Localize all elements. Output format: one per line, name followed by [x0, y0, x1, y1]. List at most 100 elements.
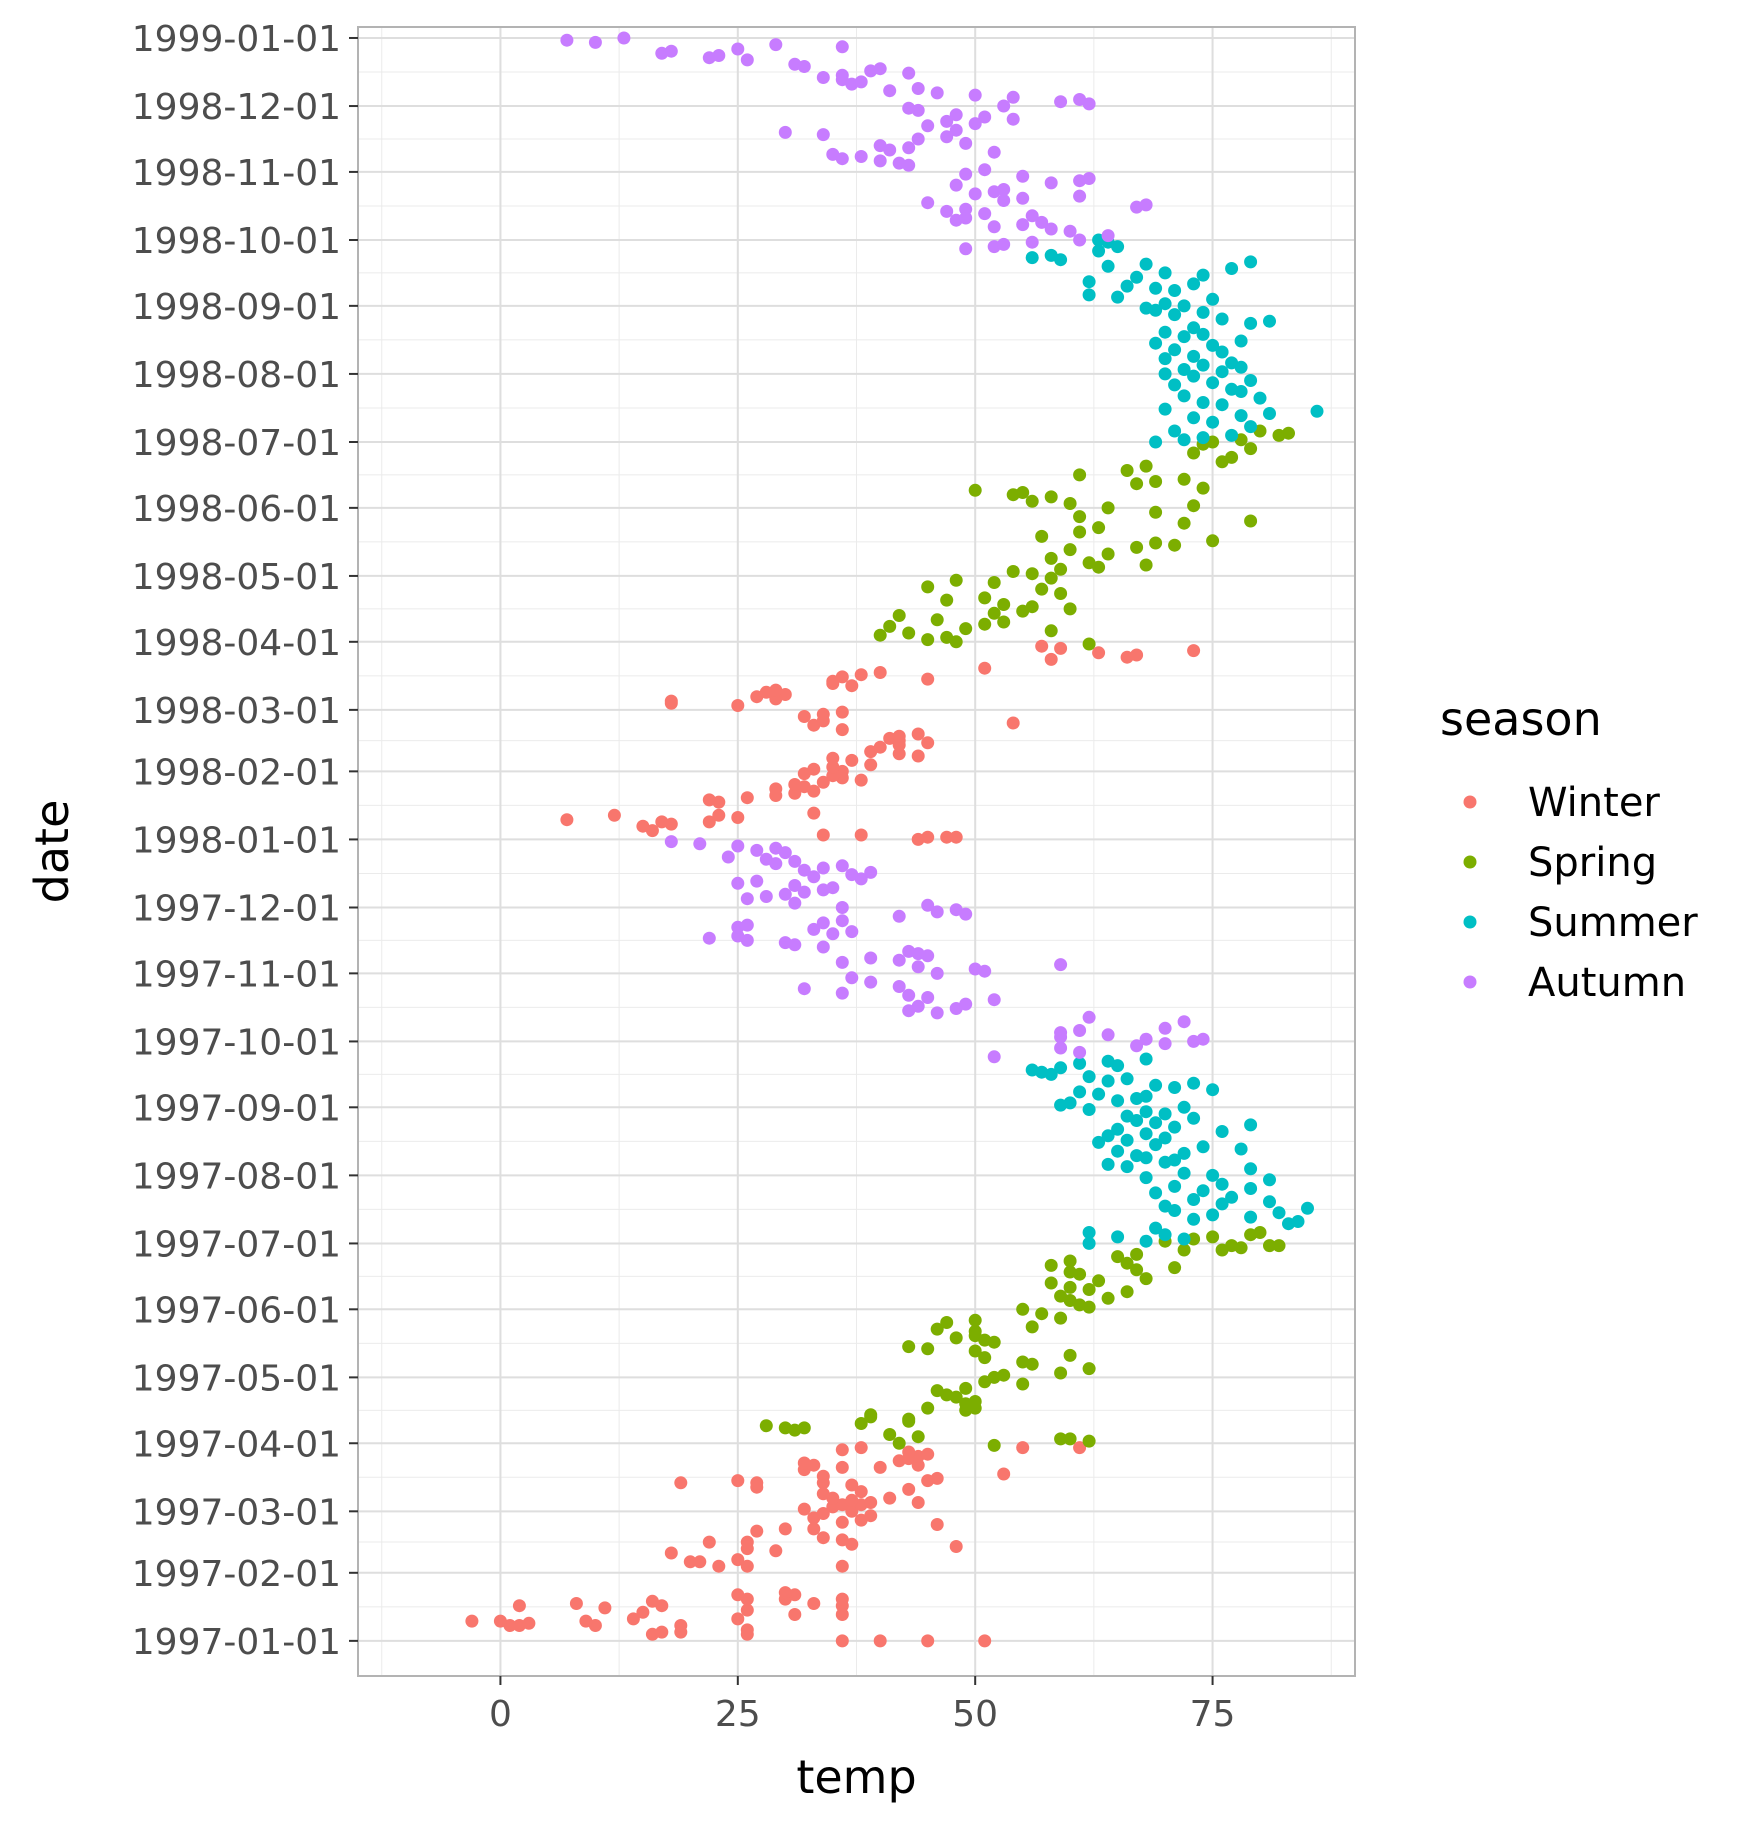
point-summer — [1149, 336, 1163, 350]
point-winter — [769, 1544, 783, 1558]
point-spring — [1130, 1247, 1144, 1261]
point-spring — [1206, 1230, 1220, 1244]
point-winter — [731, 1612, 745, 1626]
point-autumn — [750, 874, 764, 888]
point-summer — [1139, 1127, 1153, 1141]
point-spring — [1063, 602, 1077, 616]
x-axis-title: temp — [796, 1750, 916, 1804]
point-autumn — [940, 114, 954, 128]
point-summer — [1187, 1193, 1201, 1206]
legend-label-summer: Summer — [1528, 900, 1698, 946]
point-winter — [816, 707, 830, 721]
point-spring — [1272, 1239, 1286, 1253]
x-tick-label: 0 — [489, 1694, 512, 1735]
legend-label-autumn: Autumn — [1528, 960, 1686, 1006]
point-spring — [968, 483, 982, 497]
point-autumn — [816, 916, 830, 930]
point-autumn — [769, 841, 783, 855]
point-spring — [759, 1419, 773, 1433]
point-autumn — [1073, 1045, 1087, 1059]
legend-key-winter — [1463, 795, 1477, 809]
point-summer — [1092, 1087, 1106, 1101]
point-winter — [807, 1522, 821, 1536]
point-summer — [1082, 288, 1096, 302]
point-autumn — [835, 914, 849, 928]
point-spring — [1073, 525, 1087, 539]
point-spring — [1044, 571, 1058, 585]
point-spring — [1063, 1432, 1077, 1446]
point-winter — [797, 1502, 811, 1516]
point-winter — [797, 710, 811, 723]
point-summer — [1206, 292, 1220, 306]
point-spring — [1063, 543, 1077, 557]
point-summer — [1092, 1135, 1106, 1149]
point-summer — [1168, 343, 1182, 357]
point-winter — [731, 1553, 745, 1567]
point-spring — [1130, 540, 1144, 554]
point-spring — [883, 619, 897, 633]
point-spring — [1130, 1263, 1144, 1277]
point-winter — [835, 1533, 849, 1547]
point-autumn — [816, 940, 830, 954]
y-tick-label: 1998-02-01 — [132, 752, 341, 793]
point-autumn — [845, 971, 859, 985]
point-winter — [835, 1460, 849, 1474]
point-summer — [1082, 1236, 1096, 1250]
point-spring — [1082, 637, 1096, 651]
point-winter — [740, 1623, 754, 1637]
point-autumn — [911, 132, 925, 146]
point-summer — [1092, 244, 1106, 258]
point-spring — [1063, 1254, 1077, 1268]
point-summer — [1130, 1149, 1144, 1163]
point-summer — [1225, 1190, 1239, 1204]
point-spring — [778, 1421, 792, 1435]
point-winter — [493, 1614, 507, 1628]
point-summer — [1215, 398, 1229, 412]
point-summer — [1025, 1063, 1039, 1077]
point-autumn — [959, 997, 973, 1011]
point-spring — [1082, 1283, 1096, 1296]
point-spring — [1063, 1348, 1077, 1362]
point-autumn — [845, 868, 859, 882]
point-summer — [1158, 1228, 1172, 1242]
point-winter — [579, 1614, 593, 1628]
point-autumn — [959, 202, 973, 216]
point-autumn — [930, 966, 944, 980]
point-autumn — [788, 896, 802, 910]
point-spring — [1168, 1261, 1182, 1275]
point-autumn — [930, 1006, 944, 1020]
point-autumn — [987, 145, 1001, 159]
point-spring — [902, 1412, 916, 1426]
point-autumn — [854, 150, 868, 163]
y-tick-label: 1997-12-01 — [132, 888, 341, 929]
y-tick-label: 1997-01-01 — [132, 1622, 341, 1663]
point-autumn — [1082, 172, 1096, 185]
point-autumn — [892, 953, 906, 967]
point-winter — [636, 1605, 650, 1619]
point-autumn — [769, 38, 783, 52]
point-autumn — [1130, 1039, 1144, 1053]
point-winter — [911, 727, 925, 741]
point-autumn — [1025, 235, 1039, 249]
point-autumn — [949, 108, 963, 122]
point-spring — [1225, 450, 1239, 464]
point-winter — [797, 1456, 811, 1470]
point-summer — [1215, 345, 1229, 359]
point-summer — [1168, 308, 1182, 322]
point-autumn — [731, 42, 745, 56]
point-autumn — [1073, 93, 1087, 106]
point-autumn — [835, 859, 849, 873]
point-winter — [864, 758, 878, 772]
point-summer — [1244, 1182, 1258, 1195]
point-spring — [1092, 1274, 1106, 1288]
point-autumn — [911, 999, 925, 1013]
point-autumn — [1054, 1026, 1068, 1040]
point-winter — [835, 1592, 849, 1606]
point-winter — [740, 1535, 754, 1549]
point-spring — [854, 1417, 868, 1430]
point-autumn — [949, 178, 963, 192]
point-spring — [1082, 556, 1096, 570]
point-autumn — [1025, 209, 1039, 223]
point-summer — [1158, 367, 1172, 381]
